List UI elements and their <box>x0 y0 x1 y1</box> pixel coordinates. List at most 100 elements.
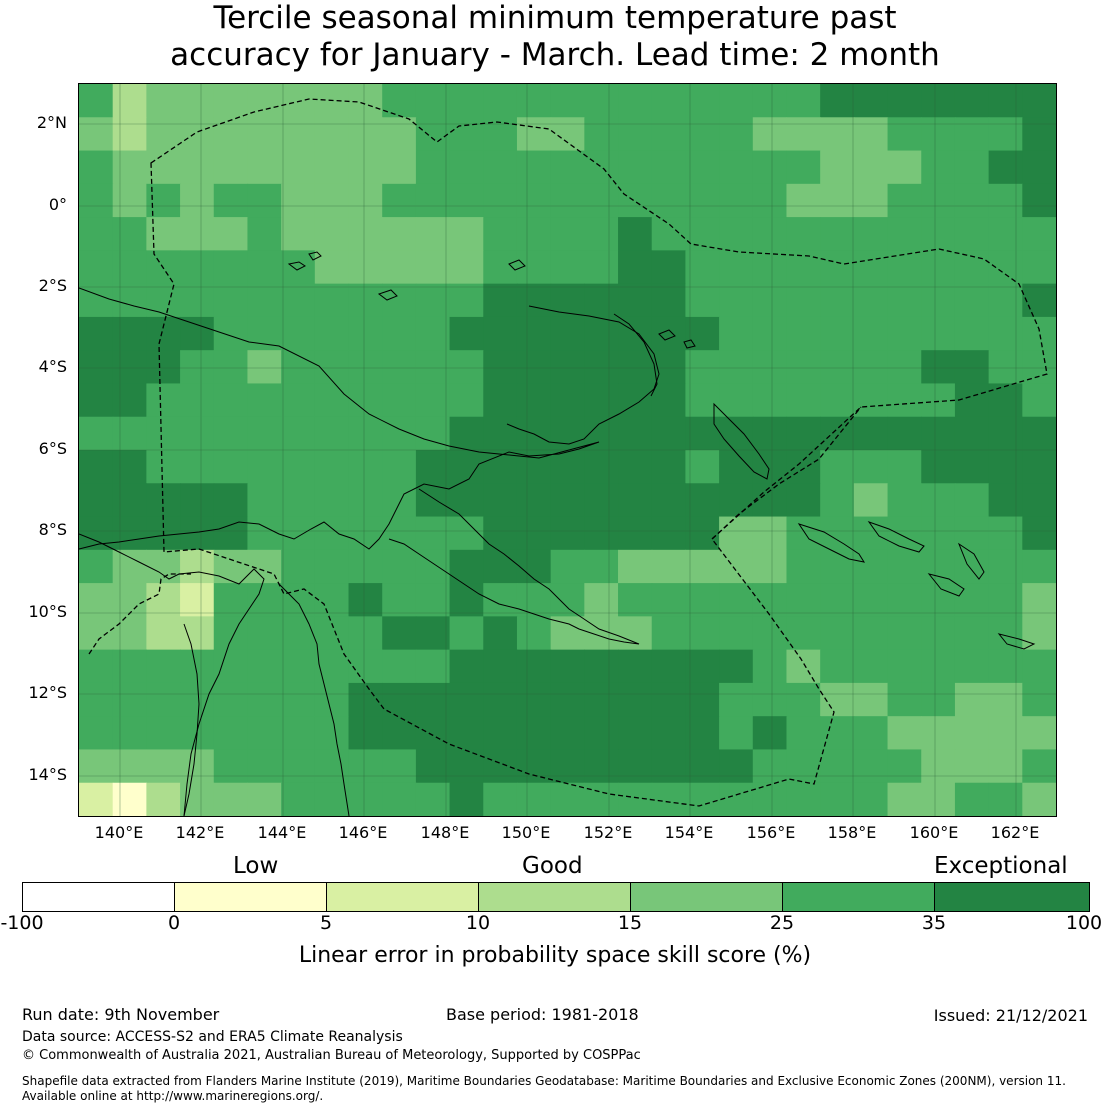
skill-cell <box>180 316 215 351</box>
skill-cell <box>483 183 518 218</box>
colorbar-tick: 100 <box>1065 912 1103 934</box>
colorbar <box>22 882 1090 912</box>
skill-cell <box>314 782 350 816</box>
skill-cell <box>180 682 215 717</box>
skill-cell <box>449 749 484 784</box>
skill-cell <box>247 150 282 185</box>
legend-category-exceptional: Exceptional <box>934 853 1068 879</box>
skill-cell <box>618 749 653 784</box>
skill-cell <box>483 616 518 651</box>
skill-cell <box>483 716 518 751</box>
skill-cell <box>281 383 316 418</box>
skill-cell <box>954 583 990 617</box>
skill-cell <box>651 383 687 418</box>
skill-cell <box>719 749 754 784</box>
skill-cell <box>314 716 350 751</box>
skill-cell <box>820 749 855 784</box>
skill-cell <box>314 283 350 318</box>
shapefile-credit-1: Shapefile data extracted from Flanders M… <box>22 1074 1066 1088</box>
bougainville-coastline <box>713 402 770 480</box>
skill-cell <box>483 549 518 584</box>
skill-cell <box>314 383 350 418</box>
skill-cell <box>213 84 249 118</box>
skill-cell <box>449 416 484 451</box>
skill-cell <box>887 682 922 717</box>
skill-cell <box>79 84 114 118</box>
skill-cell <box>786 217 821 251</box>
skill-cell <box>415 782 451 816</box>
skill-cell <box>988 749 1023 784</box>
skill-cell <box>719 217 754 251</box>
title-line-1: Tercile seasonal minimum temperature pas… <box>213 0 897 36</box>
skill-cell <box>314 516 350 551</box>
skill-cell <box>921 483 956 518</box>
skill-cell <box>786 84 821 118</box>
skill-cell <box>786 383 821 418</box>
skill-cell <box>618 583 653 617</box>
skill-cell <box>584 350 619 385</box>
map-panel[interactable] <box>78 83 1057 817</box>
lat-label: 14°S <box>28 765 67 784</box>
skill-cell <box>314 183 350 218</box>
solomon-islands-coastline-3 <box>927 573 965 597</box>
skill-cell <box>516 483 552 518</box>
skill-cell <box>180 616 215 651</box>
skill-cell <box>79 316 114 351</box>
shapefile-credit-2[interactable]: Available online at http://www.marinereg… <box>22 1089 324 1103</box>
skill-cell <box>314 749 350 784</box>
skill-cell <box>314 117 350 152</box>
skill-cell <box>146 450 181 484</box>
skill-cell <box>483 383 518 418</box>
skill-cell <box>988 450 1023 484</box>
skill-cell <box>1022 316 1056 351</box>
lon-label: 150°E <box>501 823 551 842</box>
skill-cell <box>584 649 619 684</box>
skill-cell <box>651 283 687 318</box>
skill-cell <box>483 283 518 318</box>
skill-cell <box>180 350 215 385</box>
skill-cell <box>348 516 383 551</box>
skill-cell <box>618 416 653 451</box>
skill-cell <box>180 183 215 218</box>
colorbar-tick: 15 <box>617 912 643 934</box>
skill-cell <box>820 483 855 518</box>
skill-cell <box>752 749 788 784</box>
copyright: © Commonwealth of Australia 2021, Austra… <box>22 1048 641 1063</box>
skill-cell <box>786 117 821 152</box>
legend-category-low: Low <box>233 853 279 879</box>
skill-cell <box>247 283 282 318</box>
solomon-islands-coastline-1 <box>797 523 866 563</box>
skill-cell <box>112 782 147 816</box>
skill-cell <box>685 649 720 684</box>
skill-cell <box>618 516 653 551</box>
australia-eez-boundary <box>88 573 191 655</box>
skill-cell <box>1022 117 1056 152</box>
skill-cell <box>786 416 821 451</box>
issued-date: Issued: 21/12/2021 <box>933 1006 1088 1025</box>
skill-cell <box>853 150 889 185</box>
colorbar-segment <box>327 883 479 911</box>
skill-cell <box>415 450 451 484</box>
colorbar-segment <box>935 883 1089 911</box>
skill-cell <box>921 217 956 251</box>
new-ireland-coastline <box>613 313 658 397</box>
skill-cell <box>685 483 720 518</box>
skill-cell <box>719 316 754 351</box>
skill-cell <box>348 350 383 385</box>
skill-cell <box>449 483 484 518</box>
skill-cell <box>382 549 417 584</box>
skill-cell <box>213 183 249 218</box>
skill-cell <box>180 117 215 152</box>
skill-cell <box>921 583 956 617</box>
skill-cell <box>516 183 552 218</box>
skill-cell <box>820 84 855 118</box>
skill-cell <box>348 649 383 684</box>
skill-cell <box>382 716 417 751</box>
skill-cell <box>550 84 585 118</box>
skill-cell <box>348 150 383 185</box>
skill-cell <box>618 483 653 518</box>
skill-cell <box>786 782 821 816</box>
skill-cell <box>820 616 855 651</box>
skill-cell <box>281 516 316 551</box>
skill-cell <box>752 250 788 285</box>
